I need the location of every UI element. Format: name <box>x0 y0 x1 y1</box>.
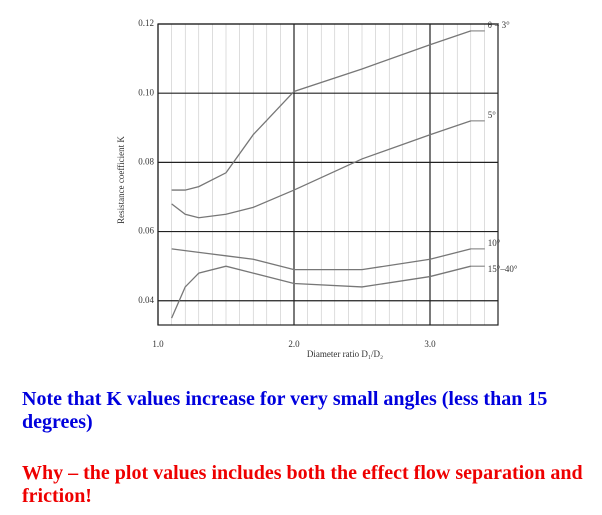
plot-frame <box>157 23 499 326</box>
series-label: θ = 3° <box>488 20 510 30</box>
y-tick-label: 0.08 <box>138 156 154 166</box>
x-tick-label: 3.0 <box>424 339 436 349</box>
series-label: 15°–40° <box>488 264 518 274</box>
line <box>171 120 472 219</box>
chart: Diameter ratio D₁/D₂ Resistance coeffici… <box>116 18 518 359</box>
note: Note that K values increase for very sma… <box>22 388 548 433</box>
x-axis-label: Diameter ratio D₁/D₂ <box>307 349 383 359</box>
line <box>171 248 471 271</box>
x-tick-label: 2.0 <box>288 339 300 349</box>
series-label: 10° <box>488 238 501 248</box>
line <box>171 30 472 191</box>
series-label: 5° <box>488 110 497 120</box>
x-tick-label: 1.0 <box>152 339 164 349</box>
y-tick-label: 0.12 <box>138 18 154 28</box>
line <box>171 265 471 319</box>
y-tick-label: 0.04 <box>138 295 154 305</box>
y-tick-label: 0.06 <box>138 226 154 236</box>
note: Why – the plot values includes both the … <box>22 462 583 507</box>
y-axis-label: Resistance coefficient K <box>116 136 126 224</box>
y-tick-label: 0.10 <box>138 87 154 97</box>
